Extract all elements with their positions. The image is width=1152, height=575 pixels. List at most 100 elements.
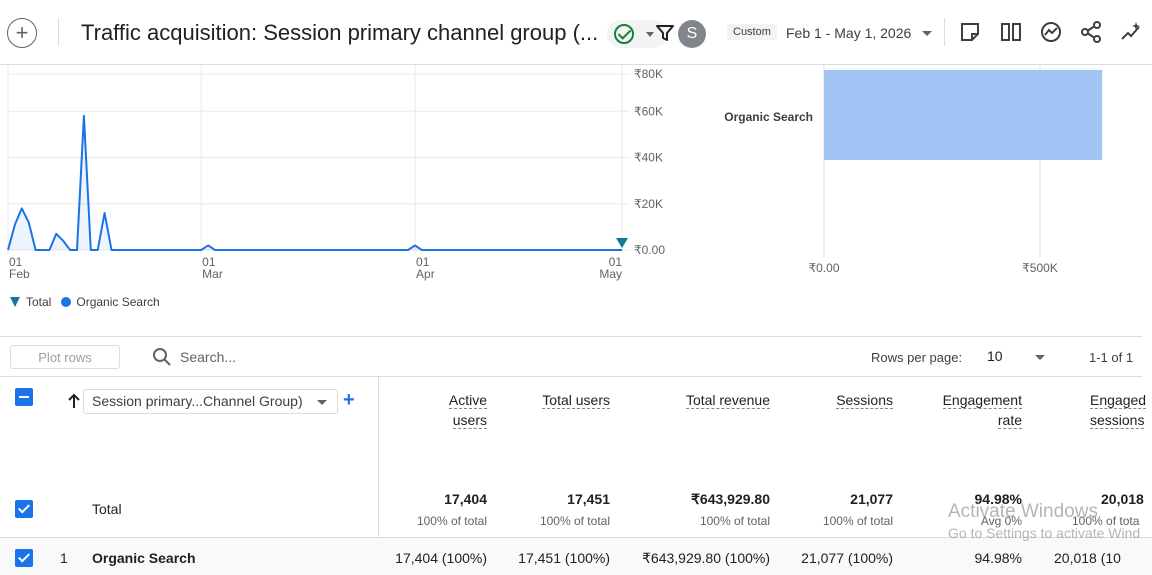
total-row-checkbox[interactable] — [15, 500, 33, 518]
bar-chart[interactable]: Organic Search ₹0.00 ₹500K — [724, 65, 1103, 275]
table-row[interactable] — [0, 538, 1152, 575]
data-quality-button[interactable] — [607, 20, 667, 48]
total-pin-marker — [616, 238, 628, 248]
column-header-line: Total revenue — [685, 392, 770, 409]
activate-windows-watermark: Activate Windows — [948, 501, 1098, 522]
column-header-active-users[interactable]: Active users — [448, 390, 487, 430]
x-tick-month: Feb — [9, 267, 30, 281]
avatar[interactable]: S — [678, 20, 706, 48]
column-divider — [378, 377, 379, 575]
column-header-engagement-rate[interactable]: Engagement rate — [942, 390, 1022, 430]
row-total-revenue: ₹643,929.80 (100%) — [642, 550, 770, 566]
column-header-total-users[interactable]: Total users — [542, 390, 610, 410]
column-header-line: Active — [448, 392, 487, 409]
bar-organic-search — [824, 70, 1103, 160]
row-separator — [0, 537, 1152, 538]
plus-icon: + — [15, 20, 29, 45]
legend-label: Organic Search — [76, 295, 160, 309]
column-header-engaged-sessions[interactable]: Engaged sessions — [1090, 390, 1147, 430]
x-tick-day: 01 — [9, 255, 23, 269]
column-header-sessions[interactable]: Sessions — [836, 390, 893, 410]
x-tick-day: 01 — [609, 255, 623, 269]
row-dimension-value: Organic Search — [92, 550, 196, 566]
series-area — [8, 115, 622, 251]
total-total-users-share: 100% of total — [539, 514, 610, 528]
rows-per-page-label: Rows per page: — [871, 350, 963, 365]
total-engagement-rate: 94.98% — [974, 491, 1022, 507]
total-engaged-sessions: 20,018 — [1101, 491, 1144, 507]
chevron-down-icon[interactable] — [922, 31, 932, 36]
chevron-down-icon[interactable] — [317, 400, 327, 405]
row-engagement-rate: 94.98% — [974, 550, 1022, 566]
add-dimension-button[interactable]: + — [343, 389, 355, 411]
row-engaged-sessions: 20,018 (10 — [1054, 550, 1121, 566]
y-tick-label: ₹40K — [634, 151, 663, 165]
share-icon[interactable] — [1080, 21, 1102, 43]
dimension-select[interactable]: Session primary...Channel Group) — [83, 389, 338, 414]
check-circle-icon — [614, 24, 634, 44]
x-tick-month: Apr — [416, 267, 435, 281]
column-header-line: Sessions — [836, 392, 893, 409]
total-engagement-rate-avg: Avg 0% — [980, 514, 1022, 528]
row-index: 1 — [60, 550, 68, 566]
dot-icon — [61, 297, 72, 307]
search-icon — [153, 348, 171, 366]
plot-rows-button[interactable]: Plot rows — [10, 345, 120, 369]
total-active-users-share: 100% of total — [416, 514, 487, 528]
y-tick-label: ₹60K — [634, 104, 663, 118]
total-active-users: 17,404 — [444, 491, 487, 507]
date-range-picker[interactable]: Feb 1 - May 1, 2026 — [786, 25, 912, 41]
chevron-down-icon[interactable] — [1035, 355, 1045, 360]
chevron-down-icon — [646, 32, 654, 37]
pin-icon — [10, 297, 20, 307]
charts-svg: ₹80K₹60K₹40K₹20K₹0.00 01Feb01Mar01Apr01M… — [7, 65, 1103, 281]
insights-icon[interactable] — [1040, 21, 1062, 43]
total-revenue-share: 100% of total — [699, 514, 770, 528]
rows-per-page-select[interactable]: 10 — [987, 348, 1003, 364]
bar-category-label: Organic Search — [724, 110, 813, 124]
sort-arrow-up-icon[interactable] — [67, 393, 81, 409]
search-input[interactable] — [180, 346, 480, 368]
header-divider — [944, 18, 945, 46]
filter-icon[interactable] — [656, 24, 674, 42]
compare-icon[interactable] — [1000, 21, 1022, 43]
row-active-users: 17,404 (100%) — [395, 550, 487, 566]
notes-icon[interactable] — [959, 21, 981, 43]
total-sessions: 21,077 — [850, 491, 893, 507]
total-revenue: ₹643,929.80 — [691, 491, 770, 507]
add-comparison-button[interactable]: + — [7, 18, 37, 48]
line-chart-y-ticks: ₹80K ₹60K ₹40K ₹20K ₹0.00 — [634, 67, 665, 257]
series-line — [7, 114, 622, 251]
sparkle-icon[interactable] — [1120, 21, 1142, 43]
table-toolbar: Plot rows Rows per page: 10 1-1 of 1 — [0, 336, 1142, 377]
line-chart-series[interactable] — [7, 114, 628, 251]
column-header-line: Total users — [542, 392, 610, 409]
column-header-line: Engagement — [942, 392, 1022, 409]
total-row-label: Total — [92, 501, 122, 517]
total-sessions-share: 100% of total — [822, 514, 893, 528]
column-header-line: rate — [997, 412, 1022, 429]
y-tick-label: ₹80K — [634, 67, 663, 81]
row-checkbox[interactable] — [15, 549, 33, 567]
y-tick-label: ₹0.00 — [634, 243, 665, 257]
select-all-checkbox[interactable] — [15, 388, 33, 406]
legend-item-total[interactable]: Total — [9, 295, 51, 309]
row-sessions: 21,077 (100%) — [801, 550, 893, 566]
activate-windows-watermark-sub: Go to Settings to activate Wind — [948, 525, 1141, 541]
y-tick-label: ₹20K — [634, 197, 663, 211]
page-title: Traffic acquisition: Session primary cha… — [81, 20, 599, 45]
legend-item-organic-search[interactable]: Organic Search — [61, 295, 160, 309]
bar-x-tick-label: ₹0.00 — [809, 261, 840, 275]
bar-x-tick-label: ₹500K — [1022, 261, 1058, 275]
column-header-line: sessions — [1090, 412, 1145, 429]
header-divider — [58, 18, 59, 46]
chart-legend: Total Organic Search — [9, 295, 166, 309]
pagination-label: 1-1 of 1 — [1089, 350, 1134, 365]
report-header: + Traffic acquisition: Session primary c… — [0, 0, 1152, 65]
total-engaged-sessions-share: 100% of tota — [1072, 514, 1140, 528]
data-table: Session primary...Channel Group) + Activ… — [0, 377, 1152, 575]
column-header-line: users — [452, 412, 487, 429]
column-header-total-revenue[interactable]: Total revenue — [685, 390, 770, 410]
x-tick-month: Mar — [202, 267, 223, 281]
